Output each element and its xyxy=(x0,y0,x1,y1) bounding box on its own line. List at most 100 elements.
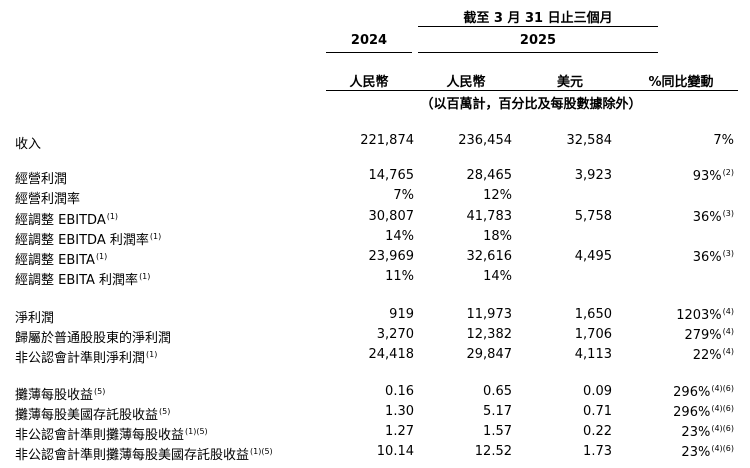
footnote-marker: (5) xyxy=(159,407,171,416)
cell-value: 14% xyxy=(483,269,512,284)
table-cell: 36%(3) xyxy=(693,249,734,265)
table-cell: 12% xyxy=(483,188,512,203)
table-cell: 221,874 xyxy=(360,133,414,148)
table-row: 歸屬於普通股股東的淨利潤 3,270 12,382 1,706 279%(4) xyxy=(0,327,750,346)
table-cell: 236,454 xyxy=(458,133,512,148)
cell-value: 0.22 xyxy=(583,424,612,439)
cell-value: 1.73 xyxy=(583,444,612,459)
cell-value: 0.09 xyxy=(583,384,612,399)
period-rule xyxy=(418,26,658,27)
footnote-marker: (1) xyxy=(139,272,151,281)
footnote-marker: (4) xyxy=(722,307,734,316)
cell-value: 24,418 xyxy=(368,347,415,362)
table-row: 非公認會計準則攤薄每股美國存託股收益(1)(5) 10.14 12.52 1.73 23… xyxy=(0,444,750,463)
footnote-marker: (1)(5) xyxy=(250,447,273,456)
row-label: 經營利潤 xyxy=(15,168,67,187)
table-cell: 93%(2) xyxy=(693,168,734,184)
footnote-marker: (2) xyxy=(722,168,734,177)
table-cell: 18% xyxy=(483,229,512,244)
table-cell: 919 xyxy=(389,307,414,322)
footnote-marker: (4)(6) xyxy=(711,404,734,413)
cell-value: 0.65 xyxy=(483,384,512,399)
table-cell: 32,584 xyxy=(567,133,613,148)
cell-value: 18% xyxy=(483,229,512,244)
table-cell: 30,807 xyxy=(369,209,415,224)
cell-value: 7% xyxy=(713,133,734,148)
row-label-text: 非公認會計準則攤薄每股收益 xyxy=(15,428,185,443)
table-cell: 5.17 xyxy=(483,404,512,419)
row-label: 非公認會計準則攤薄每股美國存託股收益(1)(5) xyxy=(15,444,273,463)
table-cell: 1.30 xyxy=(385,404,414,419)
row-label-text: 淨利潤 xyxy=(15,311,55,326)
currency-header-rmb-2025: 人民幣 xyxy=(446,75,486,90)
footnote-marker: (4) xyxy=(722,347,734,356)
table-row: 收入 221,874 236,454 32,584 7% xyxy=(0,133,750,152)
unit-note: （以百萬計，百分比及每股數據除外） xyxy=(420,97,642,112)
table-cell: 7% xyxy=(713,133,734,148)
footnote-marker: (4)(6) xyxy=(711,444,734,453)
table-cell: 28,465 xyxy=(467,168,513,183)
row-label-text: 經調整 EBITA 利潤率 xyxy=(15,273,139,288)
cell-value: 22% xyxy=(692,348,722,363)
table-cell: 5,758 xyxy=(575,209,612,224)
row-label-text: 非公認會計準則攤薄每股美國存託股收益 xyxy=(15,448,250,463)
currency-header-rmb-2024: 人民幣 xyxy=(349,75,389,90)
footnote-marker: (1) xyxy=(95,252,108,261)
table-cell: 3,270 xyxy=(377,327,414,342)
row-label-text: 攤薄每股美國存託股收益 xyxy=(15,408,159,423)
row-label: 攤薄每股美國存託股收益(5) xyxy=(15,404,170,423)
table-cell: 4,495 xyxy=(575,249,612,264)
row-label: 歸屬於普通股股東的淨利潤 xyxy=(15,327,171,346)
table-cell: 23%(4)(6) xyxy=(681,424,734,440)
table-cell: 10.14 xyxy=(377,444,414,459)
row-label-text: 非公認會計準則淨利潤 xyxy=(15,351,146,366)
currency-header-usd: 美元 xyxy=(556,75,583,90)
table-row: 經調整 EBITDA(1) 30,807 41,783 5,758 36%(3) xyxy=(0,209,750,228)
cell-value: 1,706 xyxy=(574,327,612,342)
row-label: 經調整 EBITDA 利潤率(1) xyxy=(15,229,161,248)
cell-value: 32,584 xyxy=(566,133,613,148)
row-label-text: 經調整 EBITDA xyxy=(15,213,106,228)
cell-value: 36% xyxy=(692,250,722,265)
row-label-text: 經調整 EBITDA 利潤率 xyxy=(15,233,149,248)
cell-value: 11,973 xyxy=(466,307,513,322)
cell-value: 11% xyxy=(385,269,414,284)
cell-value: 23% xyxy=(681,445,711,460)
cell-value: 30,807 xyxy=(368,209,415,224)
footnote-marker: (3) xyxy=(722,209,734,218)
table-row: 淨利潤 919 11,973 1,650 1203%(4) xyxy=(0,307,750,326)
row-label-text: 經營利潤 xyxy=(15,172,68,187)
cell-value: 7% xyxy=(393,188,414,203)
cell-value: 5.17 xyxy=(483,404,512,419)
year-2025-rule xyxy=(418,52,658,53)
table-cell: 1,706 xyxy=(575,327,612,342)
cell-value: 41,783 xyxy=(466,209,513,224)
row-label-text: 經營利潤率 xyxy=(15,192,81,207)
cell-value: 23% xyxy=(681,425,711,440)
cell-value: 1.27 xyxy=(385,424,414,439)
table-cell: 29,847 xyxy=(467,347,513,362)
footnote-marker: (3) xyxy=(722,249,734,258)
cell-value: 93% xyxy=(692,169,722,184)
table-cell: 36%(3) xyxy=(693,209,734,225)
table-row: 攤薄每股收益(5) 0.16 0.65 0.09 296%(4)(6) xyxy=(0,384,750,403)
currency-rule xyxy=(326,90,738,91)
cell-value: 3,923 xyxy=(574,168,612,183)
row-label: 收入 xyxy=(15,133,41,152)
change-header: %同比變動 xyxy=(648,75,714,90)
footnote-marker: (4) xyxy=(722,327,734,336)
cell-value: 28,465 xyxy=(466,168,513,183)
table-cell: 11% xyxy=(385,269,414,284)
row-label: 非公認會計準則攤薄每股收益(1)(5) xyxy=(15,424,208,443)
table-cell: 22%(4) xyxy=(693,347,734,363)
footnote-marker: (1) xyxy=(146,350,158,359)
row-label: 淨利潤 xyxy=(15,307,54,326)
footnote-marker: (1) xyxy=(106,212,119,221)
table-row: 經調整 EBITDA 利潤率(1) 14% 18% xyxy=(0,229,750,248)
table-cell: 4,113 xyxy=(575,347,612,362)
cell-value: 0.71 xyxy=(583,404,612,419)
table-row: 經調整 EBITA 利潤率(1) 11% 14% xyxy=(0,269,750,288)
table-cell: 14% xyxy=(483,269,512,284)
table-row: 攤薄每股美國存託股收益(5) 1.30 5.17 0.71 296%(4)(6) xyxy=(0,404,750,423)
